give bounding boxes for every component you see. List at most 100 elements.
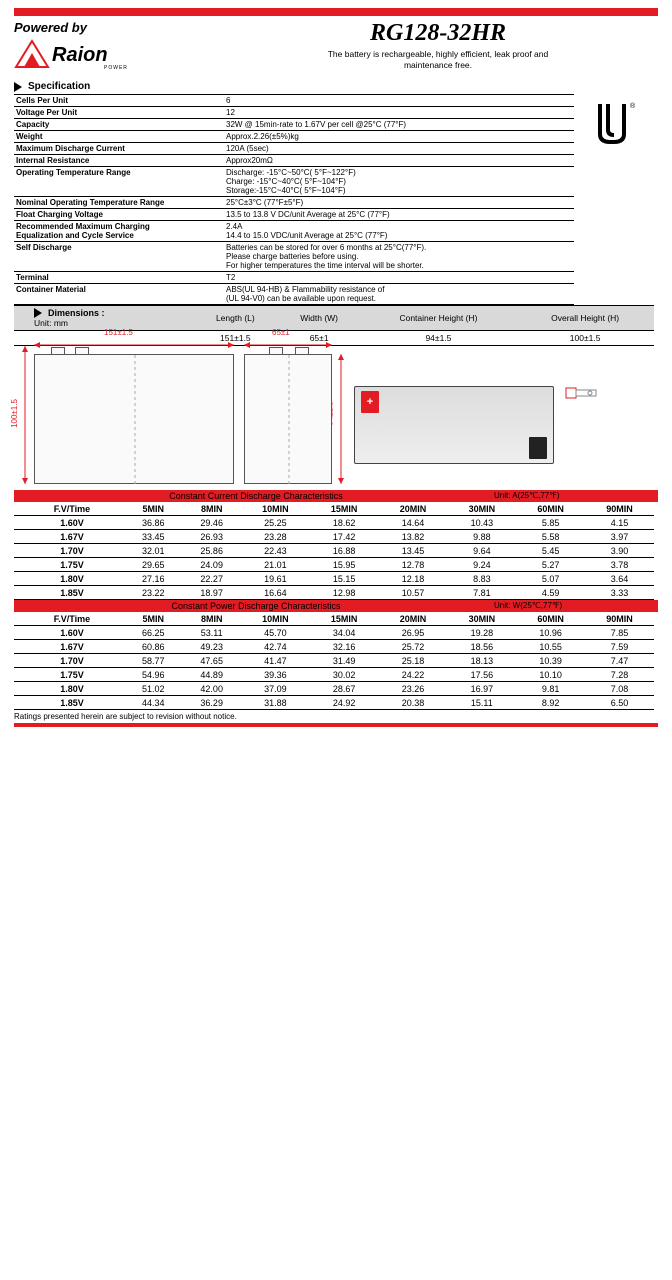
table-cell: 10.96 [516,626,585,640]
table-cell: 47.65 [182,654,240,668]
table-cell: 7.85 [585,626,654,640]
table-cell: 39.36 [241,668,310,682]
table-cell: 10.55 [516,640,585,654]
side-view-diagram: 65±1 94±1.5 [244,354,332,484]
table-cell: 5.07 [516,572,585,586]
table-header: 30MIN [447,502,516,516]
table-cell: 29.46 [182,516,240,530]
table-cell: 42.74 [241,640,310,654]
table-cell: 13.45 [379,544,448,558]
table-row-label: 1.75V [14,558,124,572]
spec-label: Float Charging Voltage [14,209,224,221]
table-cell: 24.09 [182,558,240,572]
table-cell: 10.57 [379,586,448,600]
table-cell: 12.78 [379,558,448,572]
table-cell: 31.88 [241,696,310,710]
table-cell: 5.58 [516,530,585,544]
current-table-title: Constant Current Discharge Characteristi… [18,491,494,501]
table-cell: 41.47 [241,654,310,668]
dim-col-L: Length (L) [193,306,278,331]
table-header: 15MIN [310,612,379,626]
front-view-diagram: 151±1.5 100±1.5 [34,354,234,484]
table-cell: 9.24 [447,558,516,572]
dim-label-length: 151±1.5 [104,328,133,337]
spec-value: Approx20mΩ [224,155,574,167]
table-header: 60MIN [516,612,585,626]
table-row-label: 1.67V [14,530,124,544]
table-row-label: 1.85V [14,586,124,600]
table-cell: 31.49 [310,654,379,668]
current-table-unit: Unit: A(25℃,77℉) [494,491,654,501]
table-cell: 8.92 [516,696,585,710]
table-cell: 42.00 [182,682,240,696]
powered-by-label: Powered by [14,20,194,35]
table-cell: 19.61 [241,572,310,586]
table-cell: 36.29 [182,696,240,710]
header: Powered by Raion POWER RG128-32HR The ba… [14,20,658,75]
table-cell: 17.56 [447,668,516,682]
svg-text:POWER: POWER [104,65,128,71]
table-cell: 30.02 [310,668,379,682]
table-cell: 23.22 [124,586,182,600]
table-header: 90MIN [585,502,654,516]
table-cell: 18.13 [447,654,516,668]
terminal-diagram [564,384,598,404]
table-cell: 20.38 [379,696,448,710]
table-cell: 5.85 [516,516,585,530]
table-row-label: 1.75V [14,668,124,682]
svg-text:Raion: Raion [52,44,108,66]
spec-value: 6 [224,95,574,107]
footnote: Ratings presented herein are subject to … [14,712,658,721]
table-cell: 25.18 [379,654,448,668]
table-row-label: 1.80V [14,682,124,696]
table-cell: 51.02 [124,682,182,696]
power-table-title: Constant Power Discharge Characteristics [18,601,494,611]
ul-mark-icon: ® [594,100,638,148]
dims-unit: Unit: mm [34,318,189,328]
table-cell: 44.34 [124,696,182,710]
spec-value: Discharge: -15°C~50°C( 5°F~122°F) Charge… [224,167,574,197]
table-cell: 9.64 [447,544,516,558]
table-cell: 28.67 [310,682,379,696]
table-row-label: 1.67V [14,640,124,654]
spec-label: Terminal [14,272,224,284]
spec-value: 2.4A 14.4 to 15.0 VDC/unit Average at 25… [224,221,574,242]
table-cell: 66.25 [124,626,182,640]
specification-heading: Specification [14,81,658,92]
table-cell: 44.89 [182,668,240,682]
table-cell: 13.82 [379,530,448,544]
tagline: The battery is rechargeable, highly effi… [218,49,658,70]
table-cell: 15.95 [310,558,379,572]
table-header: 8MIN [182,612,240,626]
table-cell: 27.16 [124,572,182,586]
spec-value: Batteries can be stored for over 6 month… [224,242,574,272]
table-row-label: 1.70V [14,544,124,558]
table-cell: 34.04 [310,626,379,640]
table-cell: 54.96 [124,668,182,682]
table-cell: 16.88 [310,544,379,558]
table-cell: 9.88 [447,530,516,544]
table-cell: 18.97 [182,586,240,600]
table-row-label: 1.70V [14,654,124,668]
table-cell: 33.45 [124,530,182,544]
table-cell: 16.97 [447,682,516,696]
table-header: 8MIN [182,502,240,516]
table-cell: 3.64 [585,572,654,586]
current-discharge-table: F.V/Time5MIN8MIN10MIN15MIN20MIN30MIN60MI… [14,502,654,600]
spec-label: Container Material [14,284,224,305]
table-cell: 3.78 [585,558,654,572]
table-cell: 37.09 [241,682,310,696]
top-red-bar [14,8,658,16]
spec-value: 25°C±3°C (77°F±5°F) [224,197,574,209]
table-header: F.V/Time [14,612,124,626]
spec-value: ABS(UL 94-HB) & Flammability resistance … [224,284,574,305]
table-cell: 12.18 [379,572,448,586]
spec-value: 32W @ 15min-rate to 1.67V per cell @25°C… [224,119,574,131]
spec-label: Voltage Per Unit [14,107,224,119]
svg-text:®: ® [630,102,636,110]
table-cell: 32.16 [310,640,379,654]
table-row-label: 1.60V [14,626,124,640]
table-cell: 3.97 [585,530,654,544]
table-cell: 23.26 [379,682,448,696]
table-cell: 5.27 [516,558,585,572]
